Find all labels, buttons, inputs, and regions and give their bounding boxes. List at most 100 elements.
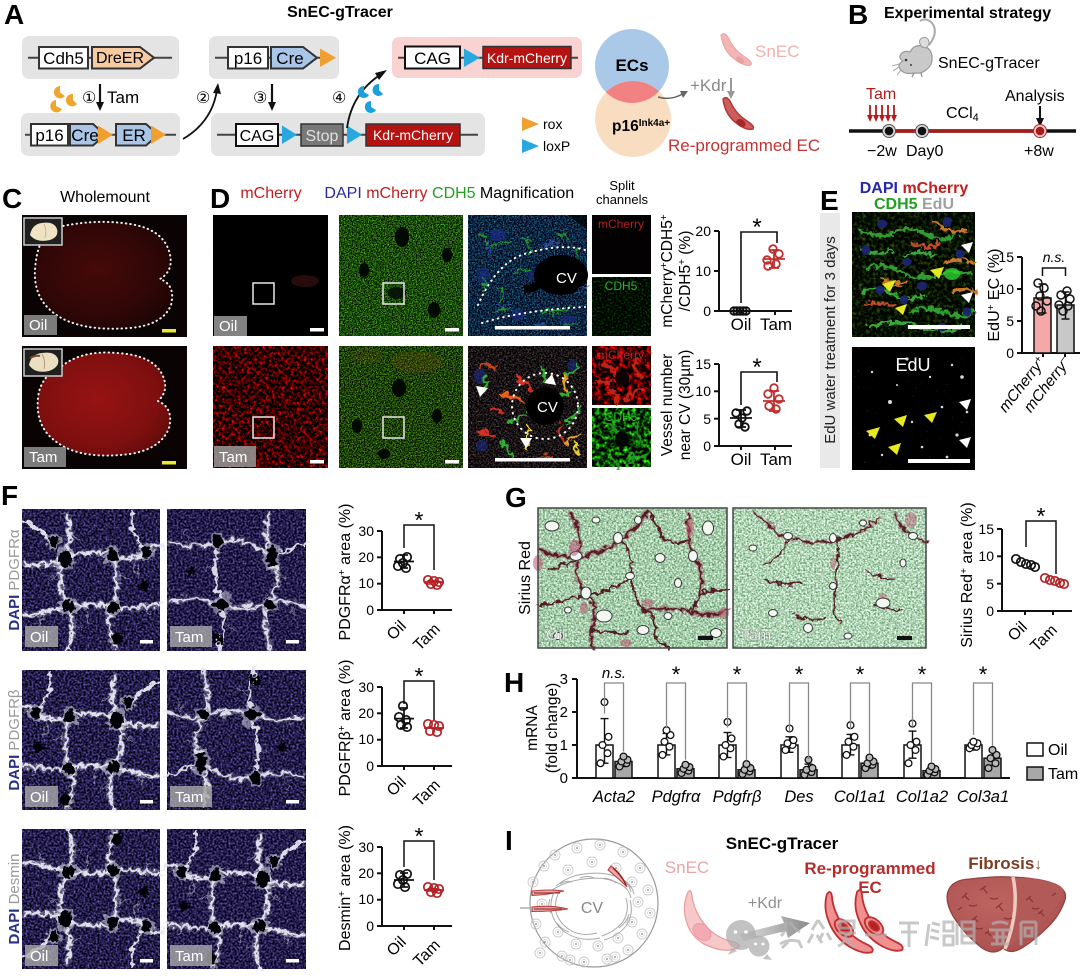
svg-text:Sirius Red+ area (%): Sirius Red+ area (%) <box>959 502 976 647</box>
svg-text:20: 20 <box>358 549 374 565</box>
svg-text:PDGFRα+ area (%): PDGFRα+ area (%) <box>337 504 354 641</box>
svg-text:SnEC-gTracer: SnEC-gTracer <box>726 834 839 853</box>
svg-text:ER: ER <box>122 126 146 145</box>
svg-text:+Kdr: +Kdr <box>690 76 727 95</box>
svg-text:mCherry: mCherry <box>240 185 301 202</box>
svg-text:p16: p16 <box>234 49 262 68</box>
svg-text:15: 15 <box>998 249 1014 265</box>
svg-text:*: * <box>672 662 681 687</box>
svg-text:D: D <box>210 183 230 214</box>
svg-text:③: ③ <box>253 90 267 107</box>
svg-text:Desmin+ area (%): Desmin+ area (%) <box>337 825 354 951</box>
svg-text:Oil: Oil <box>731 450 752 469</box>
svg-text:CV: CV <box>581 900 604 917</box>
svg-text:Re-programmed EC: Re-programmed EC <box>668 136 820 155</box>
svg-text:0: 0 <box>703 438 711 454</box>
svg-text:Tam: Tam <box>741 627 771 644</box>
svg-text:Vessel number: Vessel number <box>659 354 676 457</box>
svg-text:Col1a2: Col1a2 <box>896 788 948 806</box>
svg-text:Oil: Oil <box>219 318 237 335</box>
svg-text:*: * <box>752 354 761 381</box>
svg-text:Oil: Oil <box>384 934 410 960</box>
svg-text:0: 0 <box>560 770 568 787</box>
svg-text:Sirius Red: Sirius Red <box>517 541 534 615</box>
svg-text:0: 0 <box>366 918 374 934</box>
svg-text:①: ① <box>82 90 96 107</box>
svg-text:Day0: Day0 <box>906 143 943 160</box>
svg-text:④: ④ <box>332 90 346 107</box>
svg-text:Des: Des <box>784 788 813 806</box>
svg-text:Oil: Oil <box>384 774 410 800</box>
svg-text:C: C <box>2 183 22 214</box>
svg-text:Tam: Tam <box>410 777 443 810</box>
svg-text:loxP: loxP <box>543 138 570 154</box>
svg-text:Wholemount: Wholemount <box>60 189 150 206</box>
svg-text:30: 30 <box>358 679 374 695</box>
svg-text:EdU: EdU <box>895 355 930 375</box>
svg-text:PDGFRβ+ area (%): PDGFRβ+ area (%) <box>337 660 354 797</box>
svg-text:0: 0 <box>703 303 711 319</box>
svg-text:Oil: Oil <box>1048 742 1068 759</box>
svg-text:Re-programmed: Re-programmed <box>804 859 935 878</box>
svg-text:Oil: Oil <box>384 618 410 644</box>
svg-text:Oil: Oil <box>546 627 566 644</box>
svg-text:Tam: Tam <box>760 315 792 334</box>
svg-text:30: 30 <box>358 523 374 539</box>
svg-text:15: 15 <box>695 356 711 372</box>
svg-text:SnEC: SnEC <box>665 858 709 877</box>
svg-text:mRNA: mRNA <box>524 705 541 751</box>
svg-text:Tam: Tam <box>175 789 203 806</box>
svg-text:*: * <box>795 662 804 687</box>
svg-text:CCl4: CCl4 <box>946 105 979 124</box>
svg-text:mCherry+CDH5+: mCherry+CDH5+ <box>659 214 676 327</box>
svg-text:*: * <box>415 823 424 849</box>
svg-text:Analysis: Analysis <box>1005 88 1065 105</box>
svg-text:near CV (30µm): near CV (30µm) <box>677 350 694 461</box>
svg-text:10: 10 <box>358 891 374 907</box>
svg-text:20: 20 <box>695 223 711 239</box>
svg-text:Fibrosis↓: Fibrosis↓ <box>968 854 1042 873</box>
svg-text:p16: p16 <box>35 126 63 145</box>
svg-text:②: ② <box>196 90 210 107</box>
svg-text:1: 1 <box>560 737 568 754</box>
svg-text:A: A <box>4 0 24 30</box>
svg-text:*: * <box>856 662 865 687</box>
svg-text:30: 30 <box>358 839 374 855</box>
svg-text:3: 3 <box>560 671 568 688</box>
svg-text:DreER: DreER <box>96 50 144 67</box>
svg-text:*: * <box>733 662 742 687</box>
svg-text:*: * <box>415 507 424 533</box>
svg-text:Pdgfrα: Pdgfrα <box>652 788 701 806</box>
svg-text:10: 10 <box>978 548 994 564</box>
svg-text:Tam: Tam <box>866 86 896 103</box>
svg-text:mCherry: mCherry <box>598 348 644 362</box>
svg-text:DAPI PDGFRα: DAPI PDGFRα <box>6 529 23 631</box>
svg-text:Tam: Tam <box>107 88 139 107</box>
svg-text:Tam: Tam <box>410 621 443 654</box>
svg-text:G: G <box>505 482 527 513</box>
svg-text:n.s.: n.s. <box>1043 249 1066 265</box>
svg-text:Acta2: Acta2 <box>592 788 635 806</box>
svg-text:CAG: CAG <box>414 49 451 68</box>
svg-text:Kdr-mCherry: Kdr-mCherry <box>487 50 567 66</box>
svg-text:*: * <box>918 662 927 687</box>
svg-text:Col1a1: Col1a1 <box>834 788 886 806</box>
svg-text:*: * <box>1037 503 1046 529</box>
svg-text:Tam: Tam <box>1048 766 1078 783</box>
svg-text:DAPI Desmin: DAPI Desmin <box>6 854 23 945</box>
svg-text:Tam: Tam <box>760 450 792 469</box>
svg-text:CAG: CAG <box>240 128 275 145</box>
svg-text:10: 10 <box>998 281 1014 297</box>
svg-text:SnEC: SnEC <box>755 42 799 61</box>
svg-text:10: 10 <box>695 263 711 279</box>
svg-text:I: I <box>505 825 513 856</box>
svg-text:/CDH5+ (%): /CDH5+ (%) <box>677 231 694 312</box>
svg-text:*: * <box>979 662 988 687</box>
svg-text:Stop: Stop <box>306 128 339 145</box>
svg-text:n.s.: n.s. <box>602 665 626 682</box>
svg-text:−2w: −2w <box>867 143 897 160</box>
svg-text:Pdgfrβ: Pdgfrβ <box>713 788 762 806</box>
svg-text:0: 0 <box>986 603 994 619</box>
svg-text:(fold change): (fold change) <box>544 683 561 773</box>
svg-text:B: B <box>848 0 868 30</box>
